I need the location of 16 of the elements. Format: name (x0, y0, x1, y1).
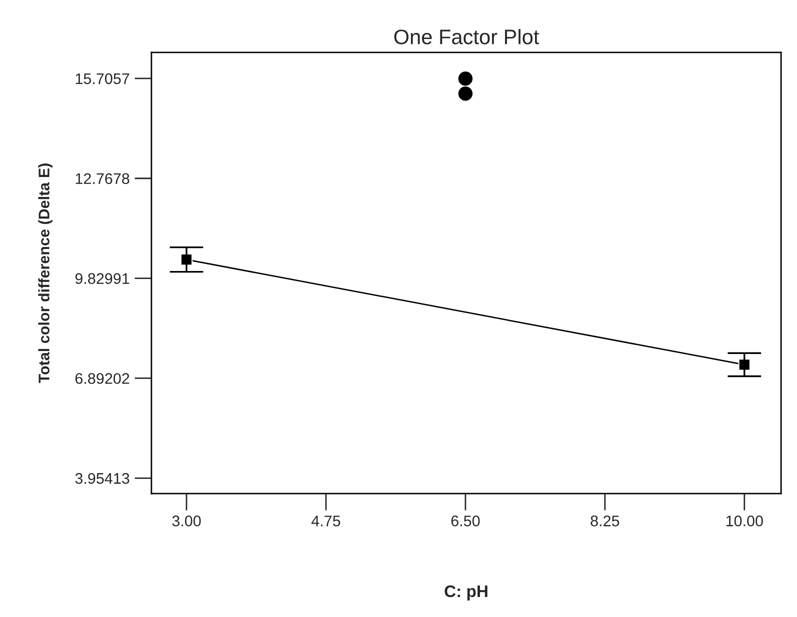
x-tick-label: 8.25 (590, 516, 620, 526)
point (458, 72, 473, 86)
y-tick-label: 9.82991 (75, 273, 130, 284)
x-tick-label: 3.00 (172, 516, 201, 526)
chart-title: One Factor Plot (394, 29, 540, 44)
y-axis-title: Total color difference (Delta E) (38, 164, 52, 384)
x-axis-title: C: pH (444, 585, 488, 600)
x-tick-label: 4.75 (311, 516, 340, 526)
x-tick-label: 10.00 (726, 516, 763, 526)
y-tick-label: 6.89202 (75, 373, 130, 384)
point (458, 86, 473, 101)
point (738, 358, 750, 371)
y-tick-label: 3.95413 (75, 473, 130, 484)
x-tick-label: 6.50 (451, 516, 480, 526)
y-tick-label: 12.7678 (76, 173, 130, 184)
y-tick-label: 15.7057 (76, 73, 130, 84)
